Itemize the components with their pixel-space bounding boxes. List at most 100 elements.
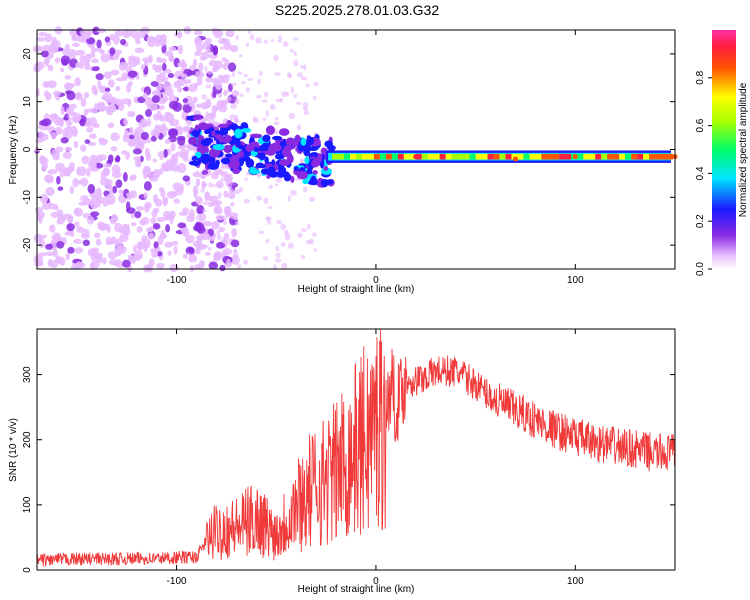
spectral-band-cell [667,153,674,160]
spectral-noise-blob [50,131,57,140]
spectral-noise-blob [82,239,91,247]
spectral-noise-blob [192,185,199,196]
spectral-band-cell [445,153,452,160]
spectral-signal-blob [207,162,220,170]
spectral-band-cell [379,153,386,160]
spectral-signal-blob [208,157,216,164]
spectral-noise-blob [124,228,131,236]
spectral-noise-blob [65,252,71,261]
spectral-noise-blob [195,196,203,205]
spectral-noise-blob [244,177,248,181]
spectral-band-cell [517,153,524,160]
spectral-noise-blob [180,127,190,132]
spectral-data-point [333,154,339,160]
spectrogram-xtick-label: 100 [567,275,584,286]
spectral-noise-blob [305,83,310,88]
spectrogram-ytick-label: 20 [22,48,33,60]
snr-ytick-label: 100 [22,496,33,513]
spectral-noise-blob [75,49,86,56]
spectral-noise-blob [222,63,229,70]
spectral-noise-blob [92,26,101,36]
spectral-band-cell [356,153,362,160]
spectral-noise-blob [79,118,86,127]
spectral-noise-blob [168,100,179,110]
spectral-noise-blob [111,171,122,179]
spectral-noise-blob [53,90,61,97]
colorbar-tick-label: 0.4 [695,166,706,180]
spectral-signal-blob [223,144,233,154]
spectral-noise-blob [224,206,231,212]
spectral-noise-blob [300,254,306,259]
spectral-noise-blob [284,91,290,96]
snr-ytick-label: 0 [22,567,33,573]
spectral-band-cell [649,153,656,160]
spectral-noise-blob [255,37,262,44]
spectral-signal-blob [220,157,231,165]
spectral-noise-blob [226,96,232,102]
spectral-noise-blob [66,223,75,232]
spectral-noise-blob [98,137,105,143]
spectral-noise-blob [177,86,183,93]
spectral-noise-blob [51,235,62,240]
spectral-noise-blob [172,154,179,163]
spectral-noise-blob [73,140,79,149]
spectral-noise-blob [158,187,165,193]
spectral-noise-blob [74,77,81,87]
spectral-noise-blob [200,232,211,240]
spectral-noise-blob [62,151,72,160]
snr-xtick-label: -100 [167,576,187,587]
spectral-band-cell [607,153,614,160]
spectral-data-point [413,154,419,160]
spectral-noise-blob [218,102,226,107]
spectral-noise-blob [166,190,177,199]
spectral-noise-blob [47,80,57,89]
spectral-noise-blob [130,29,138,39]
spectral-noise-blob [134,211,142,219]
spectral-noise-blob [39,193,49,203]
spectral-noise-blob [182,98,189,103]
spectral-noise-blob [139,118,148,127]
spectral-noise-blob [280,242,286,247]
spectral-noise-blob [136,226,143,233]
spectral-noise-blob [42,80,51,88]
spectral-noise-blob [45,243,53,250]
spectral-noise-blob [69,185,75,195]
spectral-signal-blob [255,164,267,169]
spectral-noise-blob [173,245,178,255]
spectral-noise-blob [71,42,80,47]
spectral-signal-blob [324,179,334,185]
spectral-noise-blob [192,58,198,67]
spectral-noise-blob [95,73,104,81]
spectral-band-cell [415,153,422,160]
spectral-noise-blob [198,260,206,268]
spectral-noise-blob [44,59,49,67]
spectral-noise-blob [47,169,58,175]
spectral-noise-blob [150,81,159,87]
spectral-signal-blob [302,178,309,185]
spectral-noise-blob [95,238,102,246]
spectral-noise-blob [185,234,195,244]
spectral-noise-blob [215,241,226,249]
colorbar-tick-label: 0.8 [695,70,706,84]
spectral-noise-blob [263,91,269,98]
spectral-noise-blob [202,209,207,213]
spectral-noise-blob [223,216,227,221]
spectral-noise-blob [204,251,211,256]
spectral-noise-blob [80,28,87,37]
spectral-noise-blob [266,216,270,221]
colorbar-tick-label: 0.0 [695,262,706,276]
colorbar-gradient [712,30,736,269]
spectral-noise-blob [152,222,161,230]
spectral-noise-blob [202,220,212,227]
spectral-noise-blob [105,107,114,116]
spectral-noise-blob [177,44,184,55]
snr-ticks: -100 0 100 0 100 200 300 [22,329,675,587]
spectral-noise-blob [274,116,279,121]
spectral-noise-blob [127,111,136,118]
spectral-noise-blob [295,101,302,106]
spectral-noise-blob [156,251,163,257]
spectral-noise-blob [195,214,202,222]
spectral-signal-blob [283,171,290,179]
spectral-signal-blob [264,156,269,165]
spectral-noise-blob [41,50,49,58]
